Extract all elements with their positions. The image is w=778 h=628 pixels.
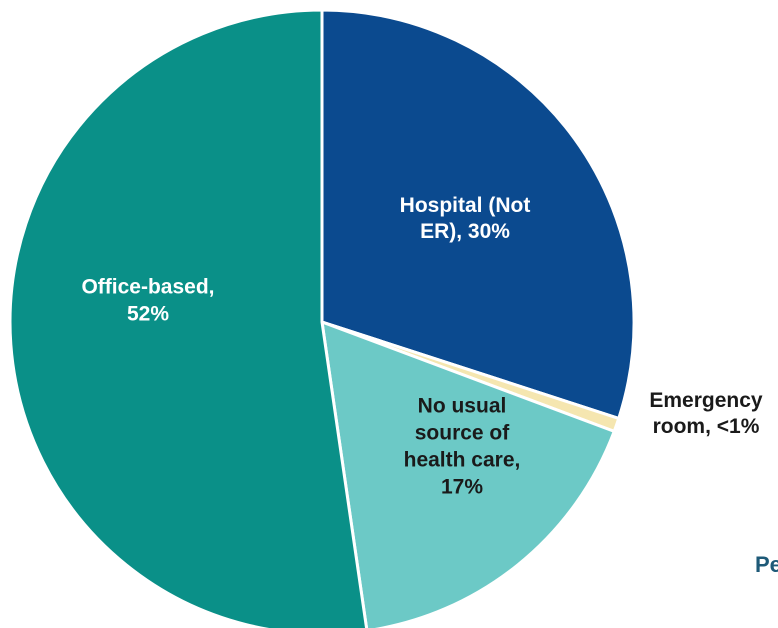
slice-no-usual-source <box>320 319 617 628</box>
label-office-based: Office-based, 52% <box>81 276 214 326</box>
label-no-usual-source: No usual source of health care, 17% <box>404 395 521 499</box>
label-emergency-room: Emergency room, <1% <box>649 389 763 438</box>
cropped-text: Pe <box>755 552 778 577</box>
label-hospital: Hospital (Not ER), 30% <box>400 194 531 243</box>
slice-office-based <box>8 8 369 628</box>
slice-hospital <box>320 8 636 421</box>
